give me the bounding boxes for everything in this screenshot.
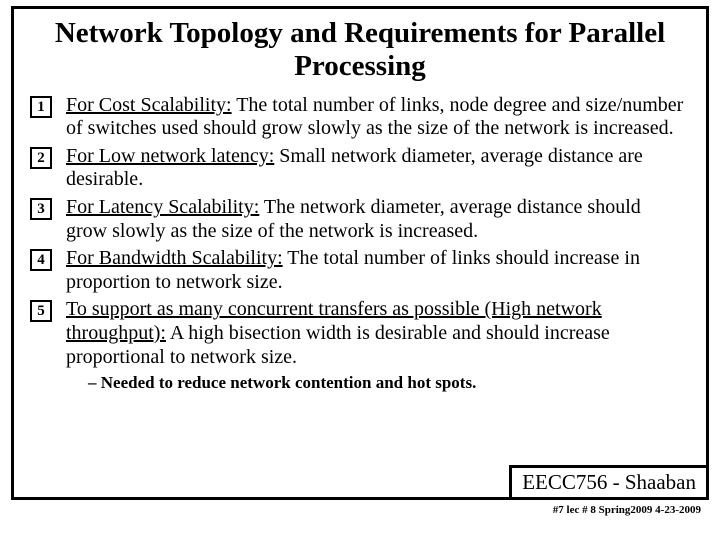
- item-row: 5 To support as many concurrent transfer…: [30, 298, 686, 369]
- items-list: 1 For Cost Scalability: The total number…: [14, 94, 706, 394]
- item-row: 3 For Latency Scalability: The network d…: [30, 196, 686, 243]
- item-row: 2 For Low network latency: Small network…: [30, 145, 686, 192]
- item-text: To support as many concurrent transfers …: [66, 298, 686, 369]
- item-number-box: 5: [30, 300, 52, 322]
- item-row: 4 For Bandwidth Scalability: The total n…: [30, 247, 686, 294]
- course-box: EECC756 - Shaaban: [509, 465, 706, 497]
- item-text: For Bandwidth Scalability: The total num…: [66, 247, 686, 294]
- item-number-box: 1: [30, 96, 52, 118]
- item-lead: For Cost Scalability:: [66, 94, 232, 116]
- item-lead: For Latency Scalability:: [66, 196, 259, 218]
- item-text: For Cost Scalability: The total number o…: [66, 94, 686, 141]
- slide-title: Network Topology and Requirements for Pa…: [38, 17, 682, 84]
- item-number-box: 2: [30, 147, 52, 169]
- item-text: For Latency Scalability: The network dia…: [66, 196, 686, 243]
- item-row: 1 For Cost Scalability: The total number…: [30, 94, 686, 141]
- slide-frame: Network Topology and Requirements for Pa…: [11, 6, 709, 500]
- sub-bullet: Needed to reduce network contention and …: [88, 373, 686, 393]
- item-number-box: 4: [30, 249, 52, 271]
- item-number-box: 3: [30, 198, 52, 220]
- item-lead: For Bandwidth Scalability:: [66, 247, 283, 269]
- item-lead: For Low network latency:: [66, 145, 274, 167]
- footer-text: #7 lec # 8 Spring2009 4-23-2009: [11, 504, 709, 516]
- item-text: For Low network latency: Small network d…: [66, 145, 686, 192]
